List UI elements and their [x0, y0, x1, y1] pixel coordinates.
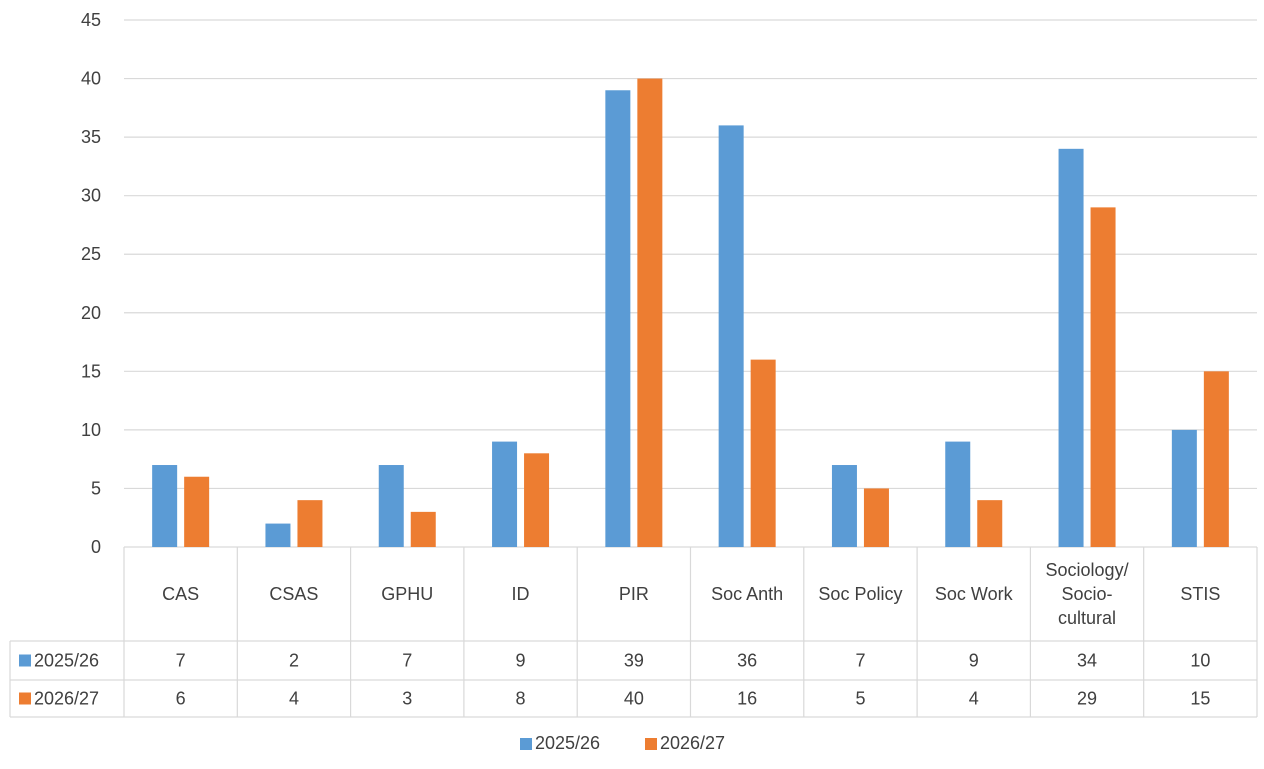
bar: [831, 465, 857, 547]
gridlines: [124, 19, 1257, 548]
table-cell-value: 39: [624, 651, 644, 671]
data-table: CAS CSAS GPHU ID PIR Soc Anth Soc Policy Soc Wo…: [9, 547, 1258, 718]
table-series-name: 2025/26: [34, 651, 99, 671]
bar: [1090, 207, 1116, 547]
bar: [184, 476, 210, 547]
category-label-line: STIS: [1180, 584, 1220, 604]
bar: [945, 441, 971, 547]
table-cell-value: 40: [624, 689, 644, 709]
table-legend-key: [19, 692, 31, 705]
category-label: STIS: [1180, 584, 1220, 604]
y-tick-label: 45: [81, 10, 101, 30]
bar: [1203, 371, 1229, 547]
bar: [152, 465, 178, 547]
category-label-line: cultural: [1058, 608, 1116, 628]
category-label: CSAS: [269, 584, 318, 604]
y-tick-label: 30: [81, 186, 101, 206]
legend-swatch: [520, 738, 532, 750]
bar: [605, 90, 631, 548]
table-cell-value: 5: [855, 689, 865, 709]
bar: [637, 78, 663, 548]
category-label-line: Sociology/: [1046, 560, 1129, 580]
table-cell-value: 9: [516, 651, 526, 671]
table-cell-value: 9: [969, 651, 979, 671]
y-tick-label: 35: [81, 127, 101, 147]
bars: [152, 78, 1229, 548]
category-label: Soc Anth: [711, 584, 783, 604]
bar: [977, 500, 1003, 547]
table-cell-value: 8: [516, 689, 526, 709]
bar: [863, 488, 889, 547]
table-cell-value: 15: [1190, 689, 1210, 709]
table-cell-value: 7: [855, 651, 865, 671]
category-label-line: CSAS: [269, 584, 318, 604]
category-label-line: CAS: [162, 584, 199, 604]
category-label-line: ID: [512, 584, 530, 604]
table-cell-value: 29: [1077, 689, 1097, 709]
table-cell-value: 36: [737, 651, 757, 671]
table-cell-value: 10: [1190, 651, 1210, 671]
table-cell-value: 3: [402, 689, 412, 709]
category-label: CAS: [162, 584, 199, 604]
bar: [265, 523, 291, 547]
category-label: GPHU: [381, 584, 433, 604]
category-label-line: PIR: [619, 584, 649, 604]
category-label: ID: [512, 584, 530, 604]
y-tick-label: 10: [81, 420, 101, 440]
table-cell-value: 4: [289, 689, 299, 709]
y-tick-label: 40: [81, 69, 101, 89]
table-cell-value: 2: [289, 651, 299, 671]
y-tick-label: 20: [81, 303, 101, 323]
table-cell-value: 7: [176, 651, 186, 671]
table-cell-value: 16: [737, 689, 757, 709]
category-label-line: GPHU: [381, 584, 433, 604]
legend-swatch: [645, 738, 657, 750]
bar: [1171, 429, 1197, 547]
bar: [750, 359, 776, 547]
category-label: Soc Policy: [818, 584, 902, 604]
bar: [378, 465, 404, 547]
y-axis-tick-labels: 0 5 10 15 20 25 30 35 40 45: [81, 10, 101, 557]
category-label: Sociology/Socio-cultural: [1046, 560, 1129, 628]
table-legend-key: [19, 654, 31, 667]
category-label-line: Soc Work: [935, 584, 1014, 604]
bar: [718, 125, 744, 548]
category-label-line: Soc Policy: [818, 584, 902, 604]
bar: [524, 453, 550, 547]
y-tick-label: 0: [91, 537, 101, 557]
table-cell-value: 7: [402, 651, 412, 671]
bar: [297, 500, 323, 547]
bar: [1058, 148, 1084, 548]
table-cell-value: 6: [176, 689, 186, 709]
legend-label: 2026/27: [660, 733, 725, 753]
table-cell-value: 4: [969, 689, 979, 709]
bar: [410, 511, 436, 547]
legend-label: 2025/26: [535, 733, 600, 753]
category-label: Soc Work: [935, 584, 1014, 604]
y-tick-label: 25: [81, 244, 101, 264]
bar: [492, 441, 518, 547]
table-series-name: 2026/27: [34, 689, 99, 709]
table-cell-value: 34: [1077, 651, 1097, 671]
category-label: PIR: [619, 584, 649, 604]
category-label-line: Soc Anth: [711, 584, 783, 604]
y-tick-label: 15: [81, 361, 101, 381]
y-tick-label: 5: [91, 478, 101, 498]
category-label-line: Socio-: [1062, 584, 1113, 604]
legend: 2025/26 2026/27: [520, 733, 725, 753]
